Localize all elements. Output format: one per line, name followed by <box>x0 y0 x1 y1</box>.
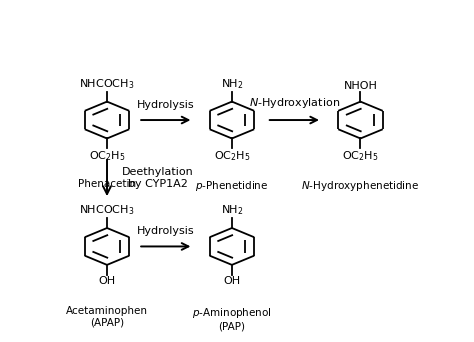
Text: $N$-Hydroxyphenetidine: $N$-Hydroxyphenetidine <box>301 179 419 193</box>
Text: Deethylation
by CYP1A2: Deethylation by CYP1A2 <box>122 167 193 189</box>
Text: NH$_2$: NH$_2$ <box>220 77 243 91</box>
Text: NHCOCH$_3$: NHCOCH$_3$ <box>79 77 135 91</box>
Text: $p$-Phenetidine: $p$-Phenetidine <box>195 179 269 193</box>
Text: $p$-Aminophenol
(PAP): $p$-Aminophenol (PAP) <box>192 306 272 331</box>
Text: OC$_2$H$_5$: OC$_2$H$_5$ <box>89 149 125 163</box>
Text: NHOH: NHOH <box>344 81 377 91</box>
Text: Phenacetin: Phenacetin <box>78 179 136 189</box>
Text: OH: OH <box>99 276 116 286</box>
Text: Hydrolysis: Hydrolysis <box>137 100 195 109</box>
Text: Hydrolysis: Hydrolysis <box>137 226 195 236</box>
Text: NH$_2$: NH$_2$ <box>220 203 243 217</box>
Text: OH: OH <box>223 276 240 286</box>
Text: $N$-Hydroxylation: $N$-Hydroxylation <box>249 95 340 109</box>
Text: NHCOCH$_3$: NHCOCH$_3$ <box>79 203 135 217</box>
Text: OC$_2$H$_5$: OC$_2$H$_5$ <box>214 149 250 163</box>
Text: Acetaminophen
(APAP): Acetaminophen (APAP) <box>66 306 148 327</box>
Text: OC$_2$H$_5$: OC$_2$H$_5$ <box>342 149 379 163</box>
